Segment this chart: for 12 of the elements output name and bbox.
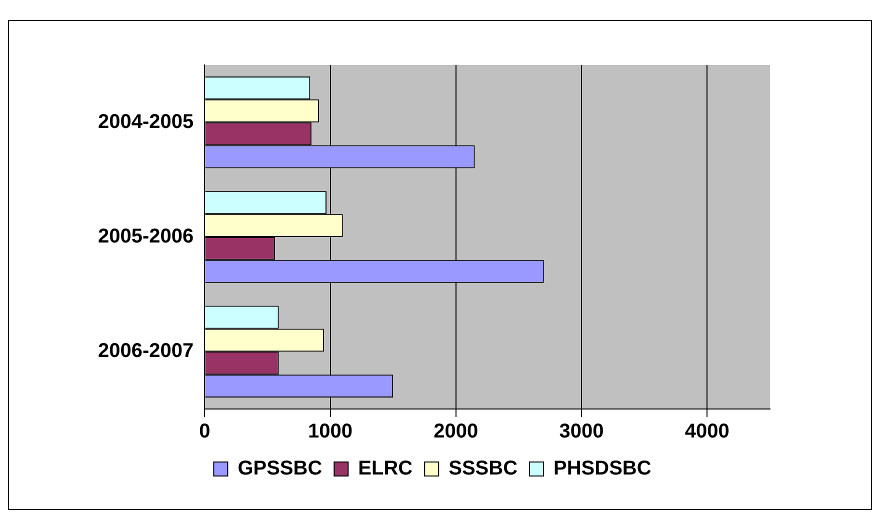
legend-label: ELRC xyxy=(358,458,413,480)
x-tick-label: 4000 xyxy=(684,420,730,443)
x-tick-label: 0 xyxy=(199,420,210,443)
y-tick-label: 2006-2007 xyxy=(98,340,194,362)
x-tick-label: 3000 xyxy=(559,420,604,443)
x-tick-label: 2000 xyxy=(434,420,478,443)
y-tick-label: 2005-2006 xyxy=(98,226,194,248)
legend-label: GPSSBC xyxy=(238,458,322,480)
legend-label: PHSDSBC xyxy=(554,458,652,480)
legend-label: SSSBC xyxy=(448,458,518,480)
y-tick-label: 2004-2005 xyxy=(98,110,194,133)
x-tick-label: 1000 xyxy=(308,420,353,443)
